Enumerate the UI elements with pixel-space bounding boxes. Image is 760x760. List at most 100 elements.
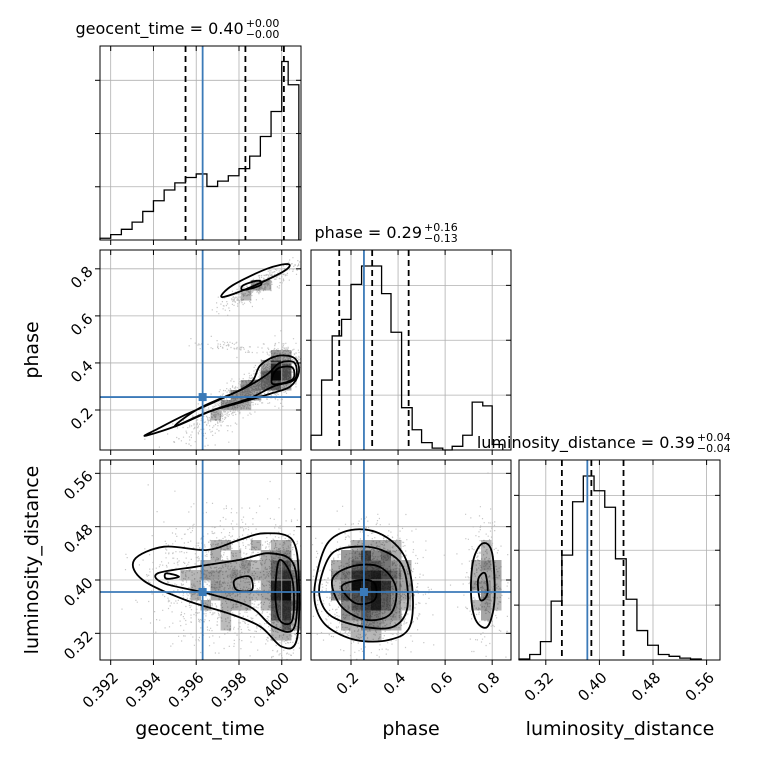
density-cell	[381, 620, 392, 631]
panel-title: luminosity_distance = 0.39 +0.04−0.04	[477, 431, 731, 455]
data-layer	[99, 46, 702, 660]
x-axis-label: phase	[382, 718, 439, 740]
density-cell	[481, 540, 492, 551]
density-cell	[290, 560, 301, 571]
density-cell	[481, 560, 492, 571]
truth-marker	[359, 588, 368, 596]
density-cell	[381, 580, 392, 591]
density-cell	[270, 560, 282, 571]
density-cell	[361, 630, 372, 641]
title-lower-error: −0.04	[697, 442, 731, 455]
density-cell	[481, 580, 492, 591]
density-cell	[220, 560, 232, 571]
density-cell	[491, 580, 502, 591]
density-cell	[250, 380, 262, 391]
density-cell	[280, 550, 292, 561]
title-lower-error: −0.13	[424, 232, 458, 245]
contour-line	[220, 263, 291, 299]
density-cell	[230, 400, 242, 411]
density-cell	[280, 590, 292, 601]
density-cell	[341, 610, 352, 621]
x-tick-label: 0.40	[574, 669, 610, 705]
density-cell	[260, 590, 272, 601]
density-cell	[210, 410, 222, 421]
density-cell	[331, 590, 342, 601]
density-cell	[230, 550, 242, 561]
density-cell	[351, 570, 362, 581]
density-cell	[230, 560, 242, 571]
density-cell	[180, 570, 191, 581]
density-cell	[260, 280, 272, 291]
density-cell	[260, 360, 272, 371]
density-cell	[290, 590, 301, 601]
density-cell	[200, 570, 212, 581]
frame-layer	[95, 45, 721, 665]
density-cell	[250, 570, 262, 581]
density-cell	[361, 610, 372, 621]
contour-line	[154, 552, 299, 633]
density-cell	[381, 590, 392, 601]
density-cell	[260, 580, 272, 591]
title-upper-error: +0.16	[424, 221, 458, 234]
axes-frame	[99, 45, 302, 241]
density-cell	[381, 570, 392, 581]
x-tick-label: 0.56	[682, 669, 718, 705]
density-cell	[230, 570, 242, 581]
density-cell	[230, 600, 242, 611]
density-cell	[250, 590, 262, 601]
panel-title-text: geocent_time = 0.40	[75, 19, 243, 39]
density-cell	[401, 580, 412, 591]
density-cell	[391, 600, 402, 611]
density-cell	[381, 600, 392, 611]
density-cell	[471, 580, 482, 591]
density-cell	[220, 620, 232, 631]
contour-line	[318, 545, 409, 630]
density-cell	[220, 590, 232, 601]
x-tick-label: 0.398	[207, 669, 250, 712]
density-cell	[391, 570, 402, 581]
y-tick-label: 0.48	[60, 520, 96, 556]
density-cell	[371, 550, 382, 561]
y-tick-label: 0.6	[67, 310, 97, 340]
contour-line	[240, 279, 263, 291]
contour-line	[313, 528, 414, 643]
y-axis-label: phase	[21, 321, 43, 378]
density-cell	[391, 550, 402, 561]
density-cell	[351, 590, 362, 601]
density-cell	[391, 560, 402, 571]
title-upper-error: +0.04	[697, 431, 731, 444]
y-tick-label: 0.32	[60, 627, 96, 663]
y-tick-label: 0.4	[67, 357, 97, 387]
density-cell	[481, 550, 492, 561]
density-cell	[270, 550, 282, 561]
density-cell	[230, 390, 242, 401]
x-tick-label: 0.2	[333, 669, 363, 699]
density-cell	[351, 610, 362, 621]
density-cell	[361, 570, 372, 581]
axes-frame	[99, 249, 302, 451]
density-cell	[391, 610, 402, 621]
contour-line	[173, 360, 298, 428]
density-cell	[331, 570, 342, 581]
density-cell	[240, 570, 252, 581]
density-cell	[240, 380, 252, 391]
density-cell	[401, 590, 412, 601]
contour-line	[163, 572, 181, 580]
density-cell	[270, 610, 282, 621]
density-panel	[121, 480, 301, 660]
density-cell	[331, 580, 342, 591]
density-cell	[260, 570, 272, 581]
truth-marker	[198, 393, 207, 402]
title-upper-error: +0.00	[246, 17, 280, 30]
density-cell	[381, 540, 392, 551]
density-cell	[471, 600, 482, 611]
density-cell	[381, 550, 392, 561]
density-cell	[260, 380, 272, 391]
density-cell	[190, 580, 201, 591]
density-cell	[491, 590, 502, 601]
density-cell	[270, 620, 282, 631]
contour-line	[131, 532, 301, 650]
contour-line	[274, 558, 295, 626]
truth-marker	[198, 588, 207, 596]
contour-line	[476, 571, 489, 602]
